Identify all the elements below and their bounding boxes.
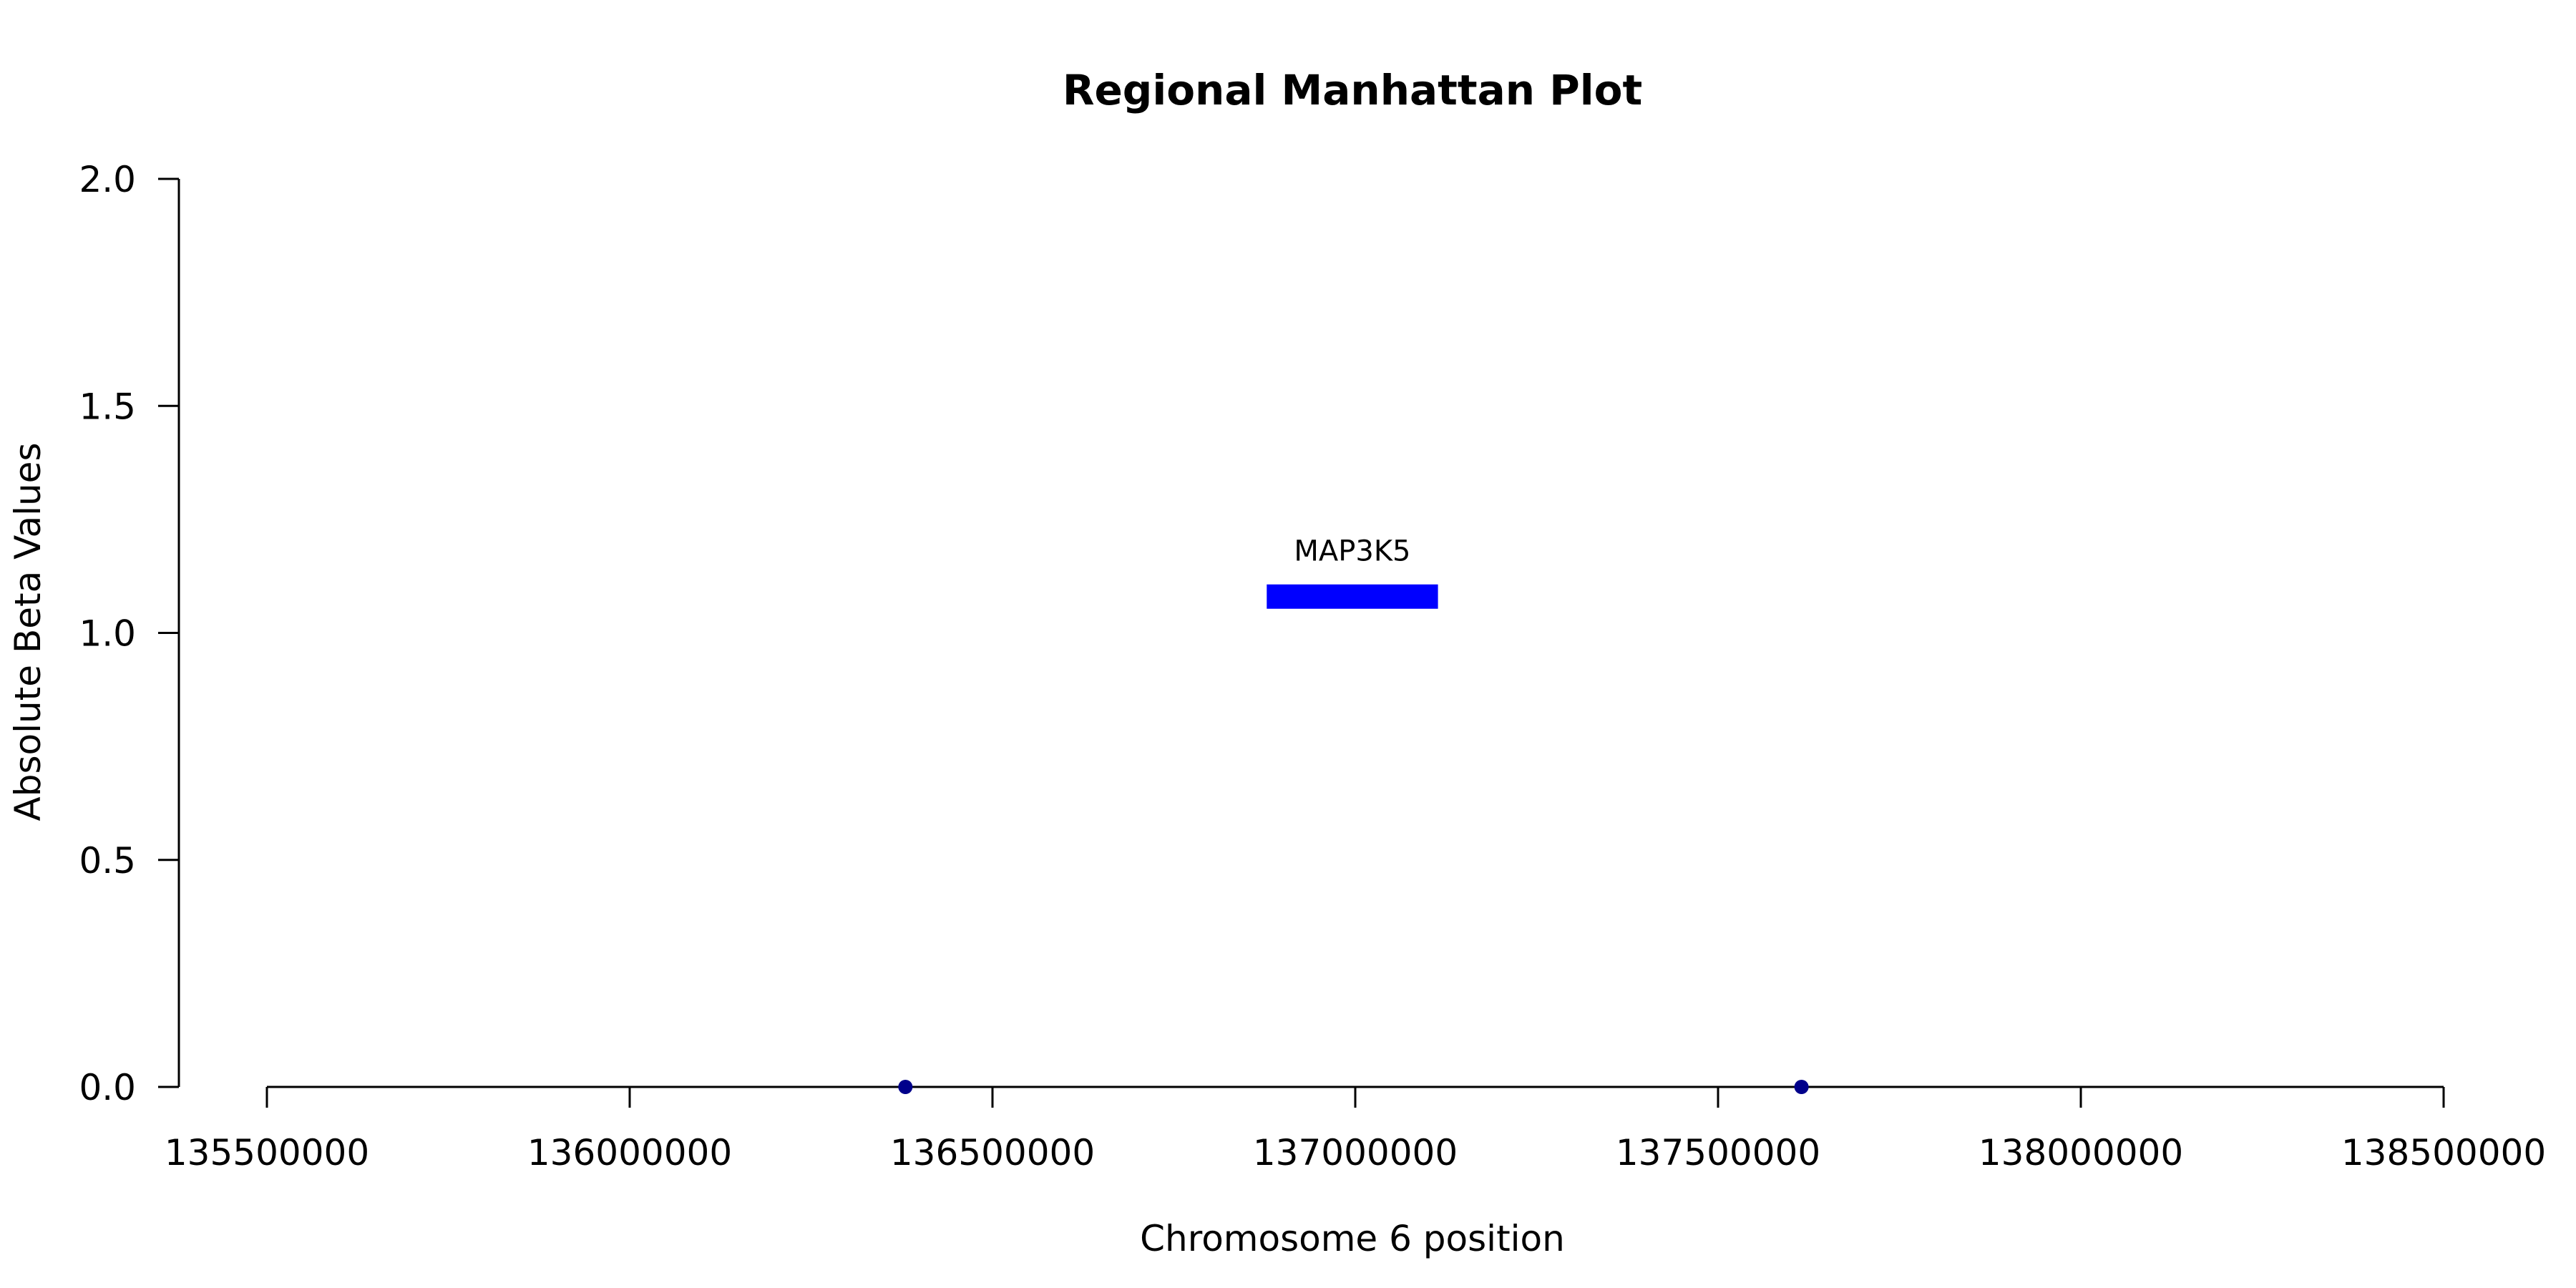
y-tick-label: 2.0 <box>79 159 136 200</box>
x-axis-label: Chromosome 6 position <box>1140 1218 1565 1259</box>
x-tick-label: 136500000 <box>890 1132 1095 1174</box>
y-tick-label: 1.0 <box>79 613 136 655</box>
y-tick-label: 0.5 <box>79 840 136 882</box>
x-tick-label: 138000000 <box>1979 1132 2183 1174</box>
y-axis: 0.0 0.5 1.0 1.5 2.0 <box>79 159 180 1108</box>
y-tick-label: 1.5 <box>79 386 136 427</box>
gene-label: MAP3K5 <box>1294 535 1410 568</box>
gene-track: MAP3K5 <box>1267 535 1438 609</box>
chart-title: Regional Manhattan Plot <box>1063 66 1642 114</box>
x-axis: 135500000 136000000 136500000 137000000 1375… <box>165 1085 2546 1174</box>
data-point <box>1794 1080 1809 1094</box>
x-tick-label: 137500000 <box>1616 1132 1820 1174</box>
data-points <box>898 1080 1809 1094</box>
gene-bar <box>1267 584 1438 609</box>
y-axis-label: Absolute Beta Values <box>7 443 49 821</box>
x-tick-label: 136000000 <box>527 1132 732 1174</box>
x-tick-label: 138500000 <box>2341 1132 2546 1174</box>
data-point <box>898 1080 913 1094</box>
x-tick-label: 137000000 <box>1253 1132 1458 1174</box>
x-tick-label: 135500000 <box>165 1132 369 1174</box>
y-tick-label: 0.0 <box>79 1067 136 1108</box>
